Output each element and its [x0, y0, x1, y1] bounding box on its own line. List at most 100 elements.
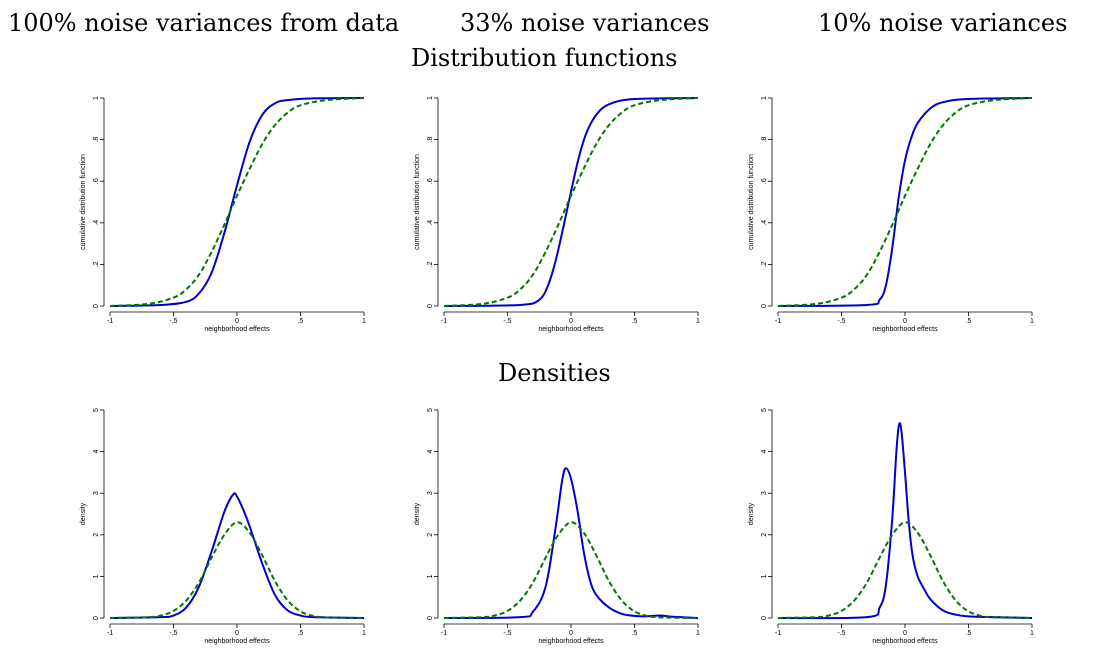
column-title-10: 10% noise variances [818, 9, 1068, 37]
x-axis-label: neighborhood effects [872, 638, 938, 645]
y-axis-label: cumulative distribution function [414, 154, 421, 250]
series-line-solid [777, 422, 1033, 620]
x-tick-label: -1 [441, 318, 447, 325]
x-tick-label: 1 [1030, 630, 1034, 637]
y-tick-label: 0 [427, 304, 434, 308]
y-axis-label: density [748, 502, 755, 525]
panel-cdf-100: -1 -.5 0 .5 1 0 .2 .4 .6 .8 1 neighborhood effects c… [80, 96, 366, 333]
y-tick-label: .8 [93, 137, 100, 143]
y-tick-label: 0 [93, 616, 100, 620]
y-tick-label: .6 [761, 178, 768, 184]
y-axis-label: cumulative distribution function [80, 154, 87, 250]
y-tick-label: 3 [761, 491, 768, 495]
y-tick-label: 1 [761, 574, 768, 578]
y-tick-label: 4 [93, 450, 100, 454]
x-tick-label: -1 [775, 630, 781, 637]
x-tick-label: 0 [903, 318, 907, 325]
y-tick-label: 1 [427, 574, 434, 578]
x-tick-label: -1 [107, 630, 113, 637]
y-tick-label: 5 [761, 408, 768, 412]
y-tick-label: 0 [761, 616, 768, 620]
x-axis-label: neighborhood effects [204, 638, 270, 645]
x-tick-label: .5 [966, 318, 972, 325]
y-tick-label: .6 [93, 178, 100, 184]
x-tick-label: 1 [362, 630, 366, 637]
x-tick-label: -.5 [503, 630, 511, 637]
y-tick-label: .8 [427, 137, 434, 143]
x-tick-label: 0 [569, 318, 573, 325]
y-tick-label: 1 [93, 574, 100, 578]
y-tick-label: 1 [761, 96, 768, 100]
y-tick-label: .4 [93, 220, 100, 226]
x-tick-label: -.5 [169, 630, 177, 637]
x-axis-label: neighborhood effects [538, 326, 604, 333]
panel-cdf-10: -1 -.5 0 .5 1 0 .2 .4 .6 .8 1 neighborhood effects c… [748, 96, 1034, 333]
y-axis-label: cumulative distribution function [748, 154, 755, 250]
y-tick-label: 1 [93, 96, 100, 100]
y-tick-label: .4 [761, 220, 768, 226]
series-line-solid [109, 492, 365, 619]
x-tick-label: .5 [298, 630, 304, 637]
x-axis-label: neighborhood effects [872, 326, 938, 333]
x-tick-label: -.5 [837, 318, 845, 325]
y-tick-label: 0 [93, 304, 100, 308]
series-line-solid [443, 97, 699, 307]
series-line-dashed [777, 521, 1033, 619]
y-tick-label: 0 [761, 304, 768, 308]
y-axis-label: density [80, 502, 87, 525]
panel-density-100: -1 -.5 0 .5 1 0 1 2 3 4 5 neighborhood effects densi… [80, 408, 366, 645]
series-line-dashed [777, 97, 1033, 307]
x-tick-label: -.5 [837, 630, 845, 637]
series-line-solid [109, 97, 365, 307]
y-tick-label: 2 [761, 533, 768, 537]
y-tick-label: 5 [93, 408, 100, 412]
x-tick-label: .5 [632, 318, 638, 325]
series-line-dashed [443, 521, 699, 619]
x-tick-label: .5 [632, 630, 638, 637]
series-line-dashed [443, 97, 699, 307]
x-tick-label: 1 [696, 318, 700, 325]
x-tick-label: 0 [235, 630, 239, 637]
y-tick-label: 2 [93, 533, 100, 537]
y-tick-label: 3 [427, 491, 434, 495]
y-tick-label: .6 [427, 178, 434, 184]
y-tick-label: .8 [761, 137, 768, 143]
x-tick-label: -1 [107, 318, 113, 325]
x-tick-label: 0 [235, 318, 239, 325]
x-tick-label: -1 [441, 630, 447, 637]
series-line-solid [777, 97, 1033, 307]
series-line-dashed [109, 521, 365, 619]
y-tick-label: 1 [427, 96, 434, 100]
x-tick-label: -.5 [503, 318, 511, 325]
panel-density-10: -1 -.5 0 .5 1 0 1 2 3 4 5 neighborhood effects densi… [748, 408, 1034, 645]
panel-density-33: -1 -.5 0 .5 1 0 1 2 3 4 5 neighborhood effects densi… [414, 408, 700, 645]
y-tick-label: 4 [761, 450, 768, 454]
x-tick-label: 0 [903, 630, 907, 637]
x-tick-label: 1 [1030, 318, 1034, 325]
y-axis-label: density [414, 502, 421, 525]
y-tick-label: 0 [427, 616, 434, 620]
x-axis-label: neighborhood effects [204, 326, 270, 333]
y-tick-label: .2 [93, 261, 100, 267]
y-tick-label: 5 [427, 408, 434, 412]
row-title-densities: Densities [498, 359, 611, 387]
y-tick-label: 4 [427, 450, 434, 454]
y-tick-label: .2 [427, 261, 434, 267]
y-tick-label: .2 [761, 261, 768, 267]
y-tick-label: .4 [427, 220, 434, 226]
panel-cdf-33: -1 -.5 0 .5 1 0 .2 .4 .6 .8 1 neighborhood effects c… [414, 96, 700, 333]
x-tick-label: -.5 [169, 318, 177, 325]
column-title-33: 33% noise variances [460, 9, 710, 37]
x-tick-label: .5 [966, 630, 972, 637]
y-tick-label: 2 [427, 533, 434, 537]
y-tick-label: 3 [93, 491, 100, 495]
x-tick-label: -1 [775, 318, 781, 325]
x-tick-label: 1 [696, 630, 700, 637]
x-tick-label: 0 [569, 630, 573, 637]
column-title-100: 100% noise variances from data [8, 9, 400, 37]
series-line-dashed [109, 97, 365, 307]
x-axis-label: neighborhood effects [538, 638, 604, 645]
x-tick-label: .5 [298, 318, 304, 325]
row-title-distribution-functions: Distribution functions [411, 44, 678, 72]
